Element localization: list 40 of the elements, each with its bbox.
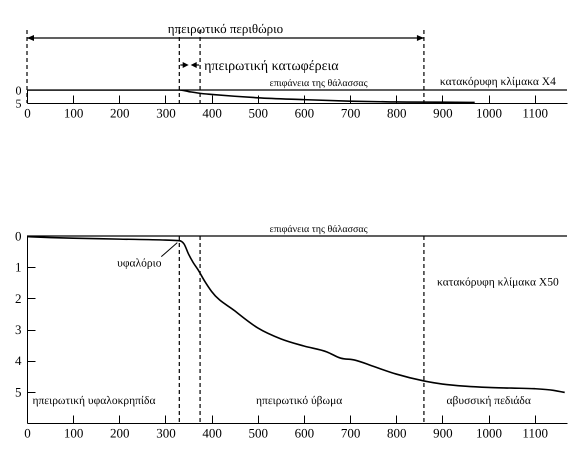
y-tick-label: 3 [15,322,22,337]
x-tick-label: 700 [340,106,360,120]
ref-line-label: επιφάνεια της θάλασσας [270,224,368,235]
x-tick-label: 1100 [522,426,548,440]
y-tick-label: 4 [15,353,22,368]
x-tick-label: 1000 [476,106,502,120]
y-tick-label: 1 [15,260,22,275]
y-tick-label: 2 [15,290,22,306]
x-tick-label: 800 [386,106,406,120]
x-tick-label: 300 [156,106,176,120]
y-tick-label: 5 [15,384,22,400]
x-tick-label: 400 [202,426,222,440]
text: ηπειρωτική κατωφέρεια [204,59,340,74]
y-tick-label: 0 [16,84,22,98]
x-tick-label: 300 [156,426,176,440]
x-tick-label: 900 [433,106,453,120]
x-tick-label: 500 [248,106,268,120]
x-tick-label: 500 [248,426,268,440]
text: κατακόρυφη κλίμακα X4 [440,76,556,88]
x-tick-label: 1000 [476,426,502,440]
y-tick-label: 0 [15,228,22,244]
annotation: κατακόρυφη κλίμακα X50 [437,276,559,288]
x-tick-label: 600 [294,106,314,120]
text: ηπειρωτικό περιθώριο [168,21,284,36]
ref-line-label: επιφάνεια της θάλασσας [270,78,368,89]
x-tick-label: 700 [340,426,360,440]
x-tick-label: 100 [64,106,84,120]
x-tick-label: 1100 [522,106,548,120]
annotation: ηπειρωτικό ύβωμα [256,394,342,407]
annotation: υφαλόριο [117,258,162,270]
x-tick-label: 900 [433,426,453,440]
x-tick-label: 600 [294,426,314,440]
x-tick-label: 100 [64,426,84,440]
annotation: αβυσσική πεδιάδα [446,394,531,407]
x-tick-label: 200 [110,106,130,120]
x-tick-label: 200 [110,426,130,440]
annotation: ηπειρωτική υφαλοκρηπίδα [32,394,156,407]
x-tick-label: 400 [202,106,222,120]
y-tick-label: 5 [16,96,22,110]
x-tick-label: 800 [386,426,406,440]
